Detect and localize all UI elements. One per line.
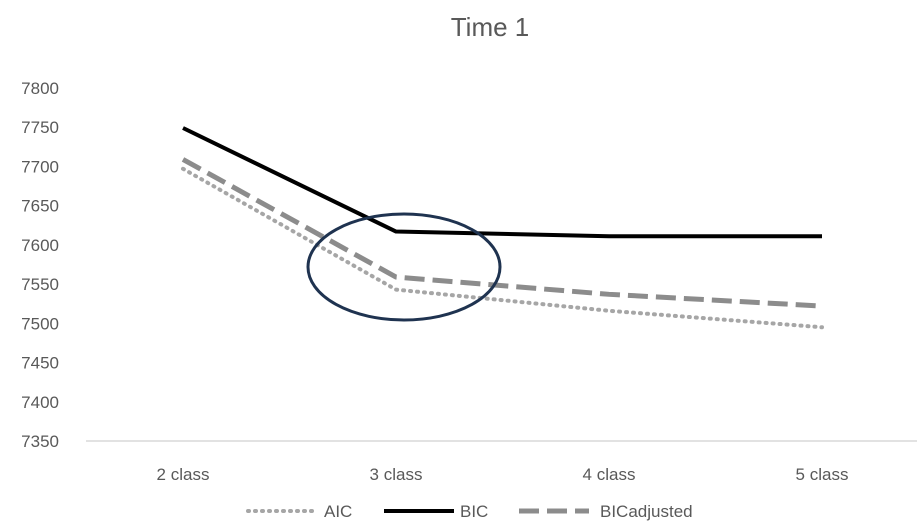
y-tick-label: 7500 — [21, 314, 59, 333]
legend-item-aic: AIC — [246, 502, 352, 521]
series-line-bic — [182, 126, 822, 239]
y-tick-label: 7350 — [21, 432, 59, 451]
x-tick-label: 3 class — [370, 465, 423, 484]
y-tick-label: 7750 — [21, 118, 59, 137]
y-tick-label: 7700 — [21, 157, 59, 176]
y-tick-label: 7800 — [21, 79, 59, 98]
y-tick-label: 7450 — [21, 354, 59, 373]
y-tick-label: 7650 — [21, 197, 59, 216]
series-line-aic — [181, 166, 824, 330]
y-axis-tick-labels: 7800 7750 7700 7650 7600 7550 7500 7450 7400 7350 — [21, 79, 59, 451]
legend-label: BIC — [460, 502, 488, 521]
x-axis-tick-labels: 2 class 3 class 4 class 5 class — [157, 465, 849, 484]
legend-item-bicadjusted: BICadjusted — [519, 502, 693, 521]
y-tick-label: 7550 — [21, 275, 59, 294]
legend-label: BICadjusted — [600, 502, 693, 521]
chart-title: Time 1 — [451, 12, 530, 42]
y-tick-label: 7600 — [21, 236, 59, 255]
legend-item-bic: BIC — [384, 502, 488, 521]
highlight-ellipse — [306, 212, 502, 322]
x-tick-label: 5 class — [796, 465, 849, 484]
legend: AIC BIC BICadjusted — [246, 502, 693, 521]
legend-label: AIC — [324, 502, 352, 521]
x-tick-label: 4 class — [583, 465, 636, 484]
y-tick-label: 7400 — [21, 393, 59, 412]
series-lines — [181, 126, 824, 330]
series-line-bicadjusted — [181, 157, 823, 309]
x-tick-label: 2 class — [157, 465, 210, 484]
